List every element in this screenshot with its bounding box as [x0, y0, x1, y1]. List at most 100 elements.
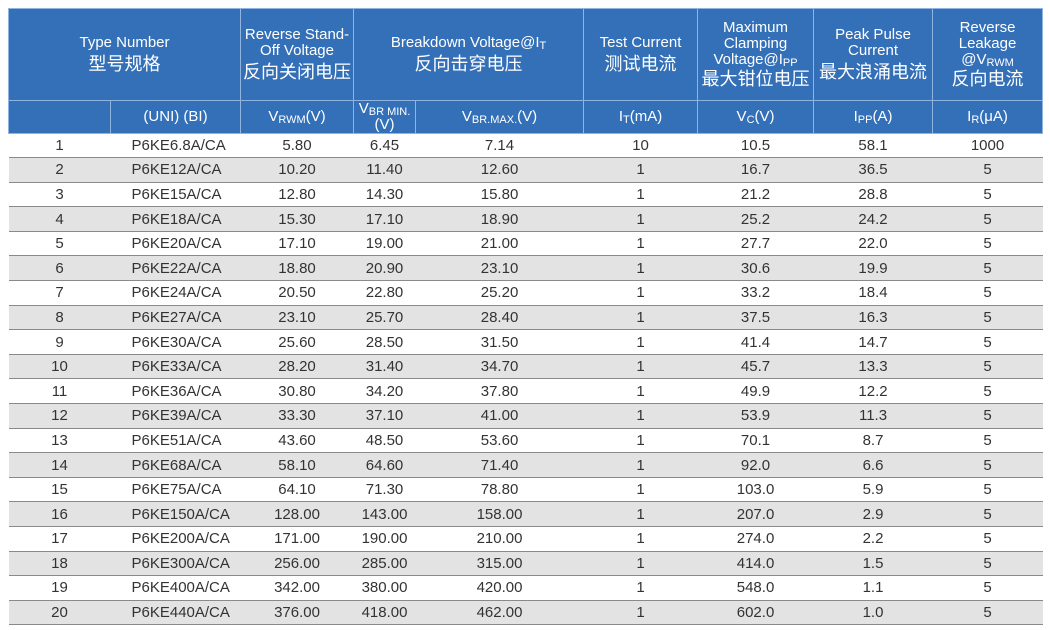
cell-row-index: 14 [8, 452, 111, 478]
cell-clamping-voltage: 548.0 [697, 575, 814, 601]
cell-vbr-max: 34.70 [415, 354, 584, 380]
cell-row-index: 5 [8, 231, 111, 257]
cell-vbr-min: 285.00 [353, 551, 416, 577]
cell-clamping-voltage: 207.0 [697, 501, 814, 527]
cell-clamping-voltage: 16.7 [697, 157, 814, 183]
cell-clamping-voltage: 37.5 [697, 305, 814, 331]
cell-type-number: P6KE30A/CA [110, 329, 241, 355]
cell-type-number: P6KE15A/CA [110, 182, 241, 208]
cell-reverse-leakage: 5 [932, 255, 1043, 282]
cell-reverse-leakage: 5 [932, 206, 1043, 232]
cell-vbr-max: 420.00 [415, 575, 584, 601]
cell-type-number: P6KE68A/CA [110, 452, 241, 478]
table-row: 19 P6KE400A/CA 342.00 380.00 420.00 1 548.0 1.1… [8, 575, 1043, 601]
table-row: 11 P6KE36A/CA 30.80 34.20 37.80 1 49.9 12.2 5 [8, 378, 1043, 405]
cell-clamping-voltage: 602.0 [697, 600, 814, 626]
cell-test-current: 1 [583, 428, 698, 454]
cell-reverse-leakage: 5 [932, 452, 1043, 478]
cell-clamping-voltage: 70.1 [697, 428, 814, 454]
cell-peak-pulse-current: 5.9 [813, 477, 933, 503]
table-row: 10 P6KE33A/CA 28.20 31.40 34.70 1 45.7 13.3 5 [8, 354, 1043, 380]
cell-type-number: P6KE300A/CA [110, 551, 241, 577]
unit-header-cell: IR(μA) [932, 100, 1044, 134]
cell-type-number: P6KE440A/CA [110, 600, 241, 626]
table-row: 14 P6KE68A/CA 58.10 64.60 71.40 1 92.0 6.6 5 [8, 452, 1043, 478]
cell-vbr-max: 41.00 [415, 403, 584, 429]
table-body: 1 P6KE6.8A/CA 5.80 6.45 7.14 10 10.5 58.1 1000 2 P… [8, 133, 1043, 626]
cell-vbr-max: 78.80 [415, 477, 584, 503]
table-row: 7 P6KE24A/CA 20.50 22.80 25.20 1 33.2 18.4 5 [8, 280, 1043, 306]
cell-type-number: P6KE39A/CA [110, 403, 241, 429]
cell-vbr-min: 380.00 [353, 575, 416, 601]
cell-row-index: 2 [8, 157, 111, 183]
cell-test-current: 1 [583, 501, 698, 527]
cell-peak-pulse-current: 22.0 [813, 231, 933, 257]
cell-test-current: 1 [583, 403, 698, 429]
table-row: 6 P6KE22A/CA 18.80 20.90 23.10 1 30.6 19.9 5 [8, 255, 1043, 282]
cell-type-number: P6KE24A/CA [110, 280, 241, 306]
cell-vbr-max: 18.90 [415, 206, 584, 232]
cell-clamping-voltage: 21.2 [697, 182, 814, 208]
cell-vrwm: 18.80 [240, 255, 354, 282]
cell-vbr-min: 143.00 [353, 501, 416, 527]
cell-reverse-leakage: 5 [932, 354, 1043, 380]
cell-reverse-leakage: 5 [932, 526, 1043, 552]
cell-clamping-voltage: 49.9 [697, 378, 814, 405]
cell-vrwm: 17.10 [240, 231, 354, 257]
table-row: 2 P6KE12A/CA 10.20 11.40 12.60 1 16.7 36.5 5 [8, 157, 1043, 183]
cell-vbr-min: 64.60 [353, 452, 416, 478]
unit-header-cell: VBR MIN.(V) [353, 100, 417, 134]
cell-vrwm: 342.00 [240, 575, 354, 601]
cell-vbr-min: 6.45 [353, 133, 416, 159]
header-test-current: Test Current 测试电流 [583, 8, 699, 101]
cell-type-number: P6KE400A/CA [110, 575, 241, 601]
cell-clamping-voltage: 274.0 [697, 526, 814, 552]
cell-reverse-leakage: 5 [932, 428, 1043, 454]
cell-test-current: 1 [583, 231, 698, 257]
table-row: 12 P6KE39A/CA 33.30 37.10 41.00 1 53.9 11.3 5 [8, 403, 1043, 429]
unit-symbol: (UNI) (BI) [143, 107, 208, 125]
cell-row-index: 4 [8, 206, 111, 232]
cell-test-current: 1 [583, 255, 698, 282]
cell-vrwm: 5.80 [240, 133, 354, 159]
cell-test-current: 1 [583, 157, 698, 183]
cell-vrwm: 10.20 [240, 157, 354, 183]
header-type-number: Type Number 型号规格 [7, 8, 242, 101]
cell-peak-pulse-current: 2.9 [813, 501, 933, 527]
cell-row-index: 19 [8, 575, 111, 601]
cell-row-index: 16 [8, 501, 111, 527]
cell-vrwm: 23.10 [240, 305, 354, 331]
cell-type-number: P6KE200A/CA [110, 526, 241, 552]
cell-vbr-max: 31.50 [415, 329, 584, 355]
cell-peak-pulse-current: 13.3 [813, 354, 933, 380]
unit-suffix: (V) [374, 115, 395, 133]
cell-peak-pulse-current: 14.7 [813, 329, 933, 355]
cell-reverse-leakage: 5 [932, 501, 1043, 527]
cell-row-index: 17 [8, 526, 111, 552]
cell-peak-pulse-current: 36.5 [813, 157, 933, 183]
cell-test-current: 10 [583, 133, 698, 159]
unit-symbol: I [618, 107, 623, 125]
cell-clamping-voltage: 103.0 [697, 477, 814, 503]
cell-peak-pulse-current: 24.2 [813, 206, 933, 232]
cell-vbr-min: 14.30 [353, 182, 416, 208]
table-row: 4 P6KE18A/CA 15.30 17.10 18.90 1 25.2 24.2 5 [8, 206, 1043, 232]
unit-suffix: (mA) [629, 107, 663, 125]
unit-symbol: V [358, 100, 369, 117]
cell-type-number: P6KE6.8A/CA [110, 133, 241, 159]
unit-symbol: V [736, 107, 747, 125]
table-row: 17 P6KE200A/CA 171.00 190.00 210.00 1 274.0 2.2… [8, 526, 1043, 552]
table-row: 1 P6KE6.8A/CA 5.80 6.45 7.14 10 10.5 58.1 1000 [8, 133, 1043, 159]
unit-subscript: PP [857, 113, 873, 126]
cell-vbr-max: 15.80 [415, 182, 584, 208]
cell-clamping-voltage: 92.0 [697, 452, 814, 478]
cell-reverse-leakage: 5 [932, 280, 1043, 306]
unit-header-cell: (UNI) (BI) [109, 100, 242, 134]
cell-row-index: 3 [8, 182, 111, 208]
cell-reverse-leakage: 5 [932, 378, 1043, 405]
cell-reverse-leakage: 5 [932, 157, 1043, 183]
unit-symbol: I [967, 107, 972, 125]
cell-vbr-min: 22.80 [353, 280, 416, 306]
cell-vbr-max: 12.60 [415, 157, 584, 183]
unit-suffix: (V) [517, 107, 538, 125]
